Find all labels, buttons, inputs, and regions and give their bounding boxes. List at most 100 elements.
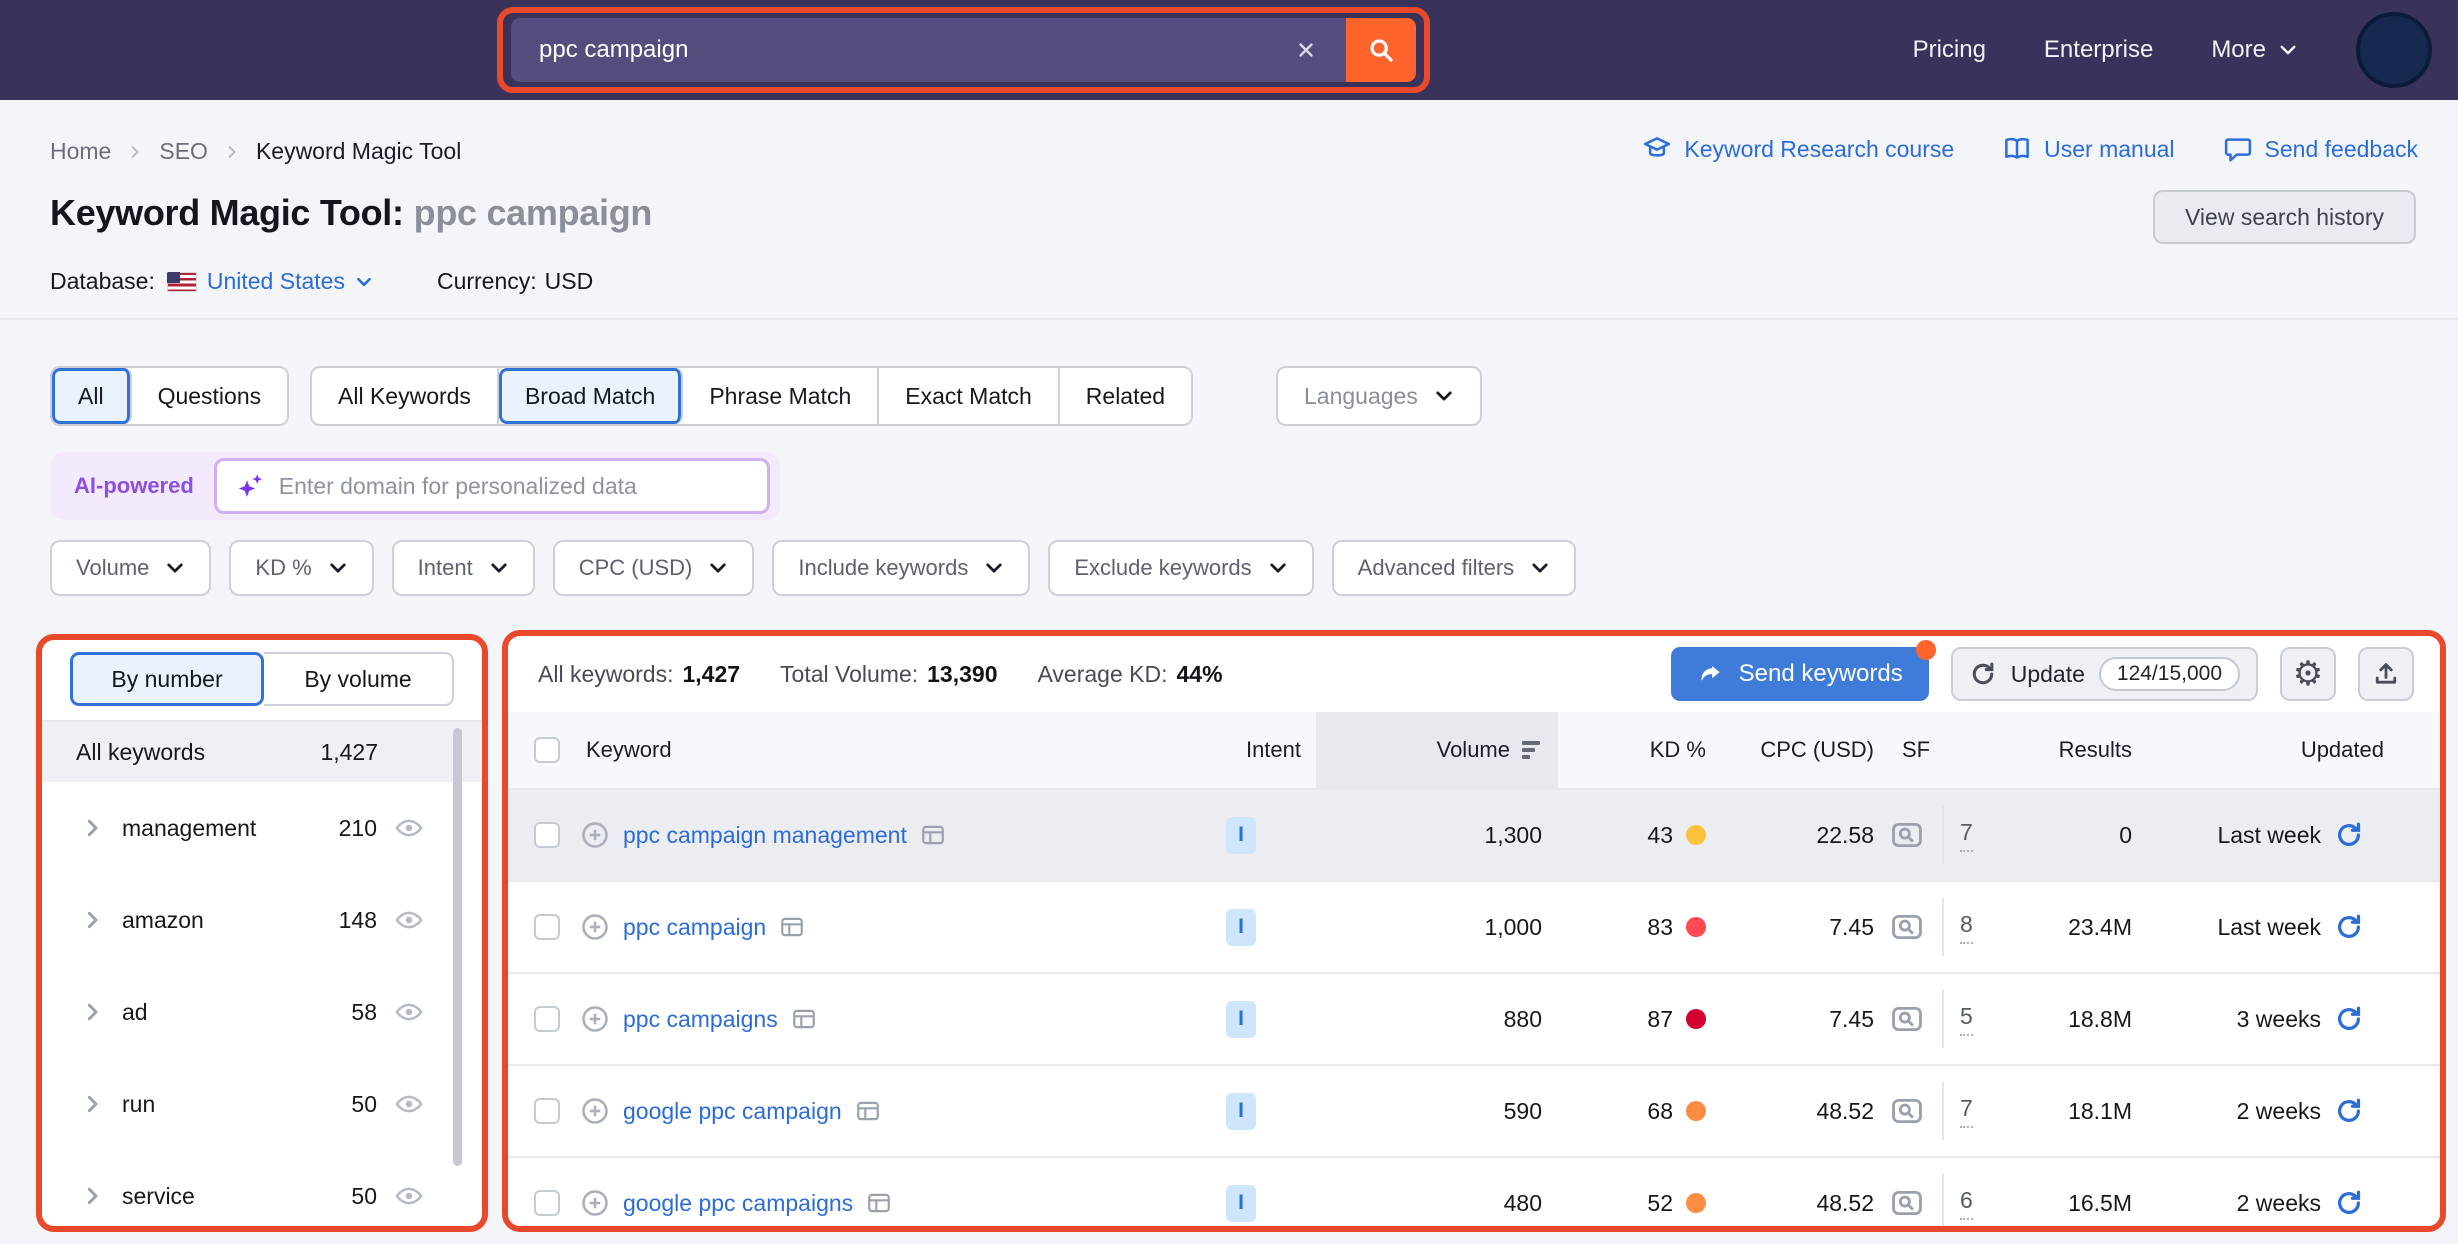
sf-count[interactable]: 6 bbox=[1960, 1187, 1973, 1220]
row-checkbox[interactable] bbox=[534, 1098, 560, 1124]
eye-icon[interactable] bbox=[393, 1090, 425, 1118]
clear-search-icon[interactable] bbox=[1284, 18, 1328, 82]
eye-icon[interactable] bbox=[393, 998, 425, 1026]
intent-badge[interactable]: I bbox=[1226, 1001, 1256, 1038]
serp-preview-icon[interactable] bbox=[1888, 1002, 1926, 1036]
sidebar-scrollbar[interactable] bbox=[453, 728, 462, 1166]
group-name[interactable]: service bbox=[122, 1183, 195, 1210]
intent-badge[interactable]: I bbox=[1226, 817, 1256, 854]
serp-preview-icon[interactable] bbox=[1888, 818, 1926, 852]
sf-count[interactable]: 7 bbox=[1960, 819, 1973, 852]
serp-preview-icon[interactable] bbox=[1888, 1186, 1926, 1220]
user-manual-link[interactable]: User manual bbox=[2002, 134, 2174, 164]
serp-features-icon[interactable] bbox=[779, 914, 805, 940]
toggle-by-volume[interactable]: By volume bbox=[264, 652, 454, 706]
add-keyword-icon[interactable] bbox=[580, 820, 610, 850]
serp-features-icon[interactable] bbox=[920, 822, 946, 848]
group-name[interactable]: management bbox=[122, 815, 256, 842]
group-name[interactable]: ad bbox=[122, 999, 148, 1026]
send-keywords-button[interactable]: Send keywords bbox=[1671, 647, 1929, 701]
toggle-by-number[interactable]: By number bbox=[70, 652, 264, 706]
eye-icon[interactable] bbox=[393, 814, 425, 842]
add-keyword-icon[interactable] bbox=[580, 1188, 610, 1218]
serp-features-icon[interactable] bbox=[866, 1190, 892, 1216]
tab-all[interactable]: All bbox=[52, 368, 132, 424]
search-button[interactable] bbox=[1346, 18, 1416, 82]
filter-kd-[interactable]: KD % bbox=[229, 540, 373, 596]
languages-dropdown[interactable]: Languages bbox=[1276, 366, 1482, 426]
keyword-link[interactable]: ppc campaigns bbox=[623, 1006, 778, 1033]
filter-intent[interactable]: Intent bbox=[392, 540, 535, 596]
filter-advanced-filters[interactable]: Advanced filters bbox=[1332, 540, 1577, 596]
filter-exclude-keywords[interactable]: Exclude keywords bbox=[1048, 540, 1313, 596]
tab-questions[interactable]: Questions bbox=[132, 368, 288, 424]
serp-features-icon[interactable] bbox=[791, 1006, 817, 1032]
update-button[interactable]: Update 124/15,000 bbox=[1951, 647, 2258, 701]
breadcrumb-home[interactable]: Home bbox=[50, 138, 111, 165]
intent-badge[interactable]: I bbox=[1226, 1093, 1256, 1130]
chevron-right-icon[interactable] bbox=[82, 817, 104, 839]
avatar[interactable] bbox=[2356, 12, 2432, 88]
column-results[interactable]: Results bbox=[1996, 712, 2132, 788]
chevron-right-icon[interactable] bbox=[82, 909, 104, 931]
tab-all-keywords[interactable]: All Keywords bbox=[312, 368, 499, 424]
keyword-link[interactable]: ppc campaign bbox=[623, 914, 766, 941]
nav-more[interactable]: More bbox=[2211, 36, 2298, 64]
tab-phrase-match[interactable]: Phrase Match bbox=[683, 368, 879, 424]
sf-count[interactable]: 5 bbox=[1960, 1003, 1973, 1036]
domain-input[interactable] bbox=[279, 473, 749, 500]
column-keyword[interactable]: Keyword bbox=[566, 712, 1166, 788]
keyword-link[interactable]: ppc campaign management bbox=[623, 822, 907, 849]
export-button[interactable] bbox=[2358, 647, 2414, 701]
refresh-icon[interactable] bbox=[2334, 912, 2364, 942]
eye-icon[interactable] bbox=[393, 906, 425, 934]
tab-broad-match[interactable]: Broad Match bbox=[499, 368, 683, 424]
row-checkbox[interactable] bbox=[534, 822, 560, 848]
eye-icon[interactable] bbox=[393, 1182, 425, 1210]
add-keyword-icon[interactable] bbox=[580, 1004, 610, 1034]
column-sf[interactable]: SF bbox=[1878, 712, 1996, 788]
chevron-right-icon[interactable] bbox=[82, 1185, 104, 1207]
refresh-icon[interactable] bbox=[2334, 1188, 2364, 1218]
sf-count[interactable]: 8 bbox=[1960, 911, 1973, 944]
database-selector[interactable]: United States bbox=[207, 268, 373, 295]
nav-enterprise[interactable]: Enterprise bbox=[2044, 36, 2153, 64]
column-updated[interactable]: Updated bbox=[2132, 712, 2440, 788]
keyword-link[interactable]: google ppc campaign bbox=[623, 1098, 842, 1125]
column-volume[interactable]: Volume bbox=[1316, 712, 1558, 788]
add-keyword-icon[interactable] bbox=[580, 912, 610, 942]
add-keyword-icon[interactable] bbox=[580, 1096, 610, 1126]
group-row-management[interactable]: management210 bbox=[42, 782, 482, 874]
send-feedback-link[interactable]: Send feedback bbox=[2223, 134, 2418, 164]
row-checkbox[interactable] bbox=[534, 1006, 560, 1032]
filter-cpc-usd-[interactable]: CPC (USD) bbox=[553, 540, 755, 596]
keyword-search-input[interactable] bbox=[511, 18, 1346, 82]
keyword-research-course-link[interactable]: Keyword Research course bbox=[1642, 134, 1954, 164]
chevron-right-icon[interactable] bbox=[82, 1093, 104, 1115]
column-cpc[interactable]: CPC (USD) bbox=[1716, 712, 1878, 788]
keyword-link[interactable]: google ppc campaigns bbox=[623, 1190, 853, 1217]
group-row-run[interactable]: run50 bbox=[42, 1058, 482, 1150]
serp-features-icon[interactable] bbox=[855, 1098, 881, 1124]
chevron-right-icon[interactable] bbox=[82, 1001, 104, 1023]
breadcrumb-seo[interactable]: SEO bbox=[159, 138, 208, 165]
refresh-icon[interactable] bbox=[2334, 1004, 2364, 1034]
column-intent[interactable]: Intent bbox=[1166, 712, 1316, 788]
row-checkbox[interactable] bbox=[534, 914, 560, 940]
intent-badge[interactable]: I bbox=[1226, 909, 1256, 946]
filter-include-keywords[interactable]: Include keywords bbox=[772, 540, 1030, 596]
tab-exact-match[interactable]: Exact Match bbox=[879, 368, 1060, 424]
group-name[interactable]: amazon bbox=[122, 907, 204, 934]
filter-volume[interactable]: Volume bbox=[50, 540, 211, 596]
all-keywords-group-row[interactable]: All keywords 1,427 bbox=[42, 722, 482, 782]
group-row-service[interactable]: service50 bbox=[42, 1150, 482, 1232]
group-name[interactable]: run bbox=[122, 1091, 155, 1118]
intent-badge[interactable]: I bbox=[1226, 1185, 1256, 1222]
refresh-icon[interactable] bbox=[2334, 1096, 2364, 1126]
serp-preview-icon[interactable] bbox=[1888, 910, 1926, 944]
settings-button[interactable]: ⚙ bbox=[2280, 647, 2336, 701]
row-checkbox[interactable] bbox=[534, 1190, 560, 1216]
serp-preview-icon[interactable] bbox=[1888, 1094, 1926, 1128]
refresh-icon[interactable] bbox=[2334, 820, 2364, 850]
view-search-history-button[interactable]: View search history bbox=[2153, 190, 2416, 244]
